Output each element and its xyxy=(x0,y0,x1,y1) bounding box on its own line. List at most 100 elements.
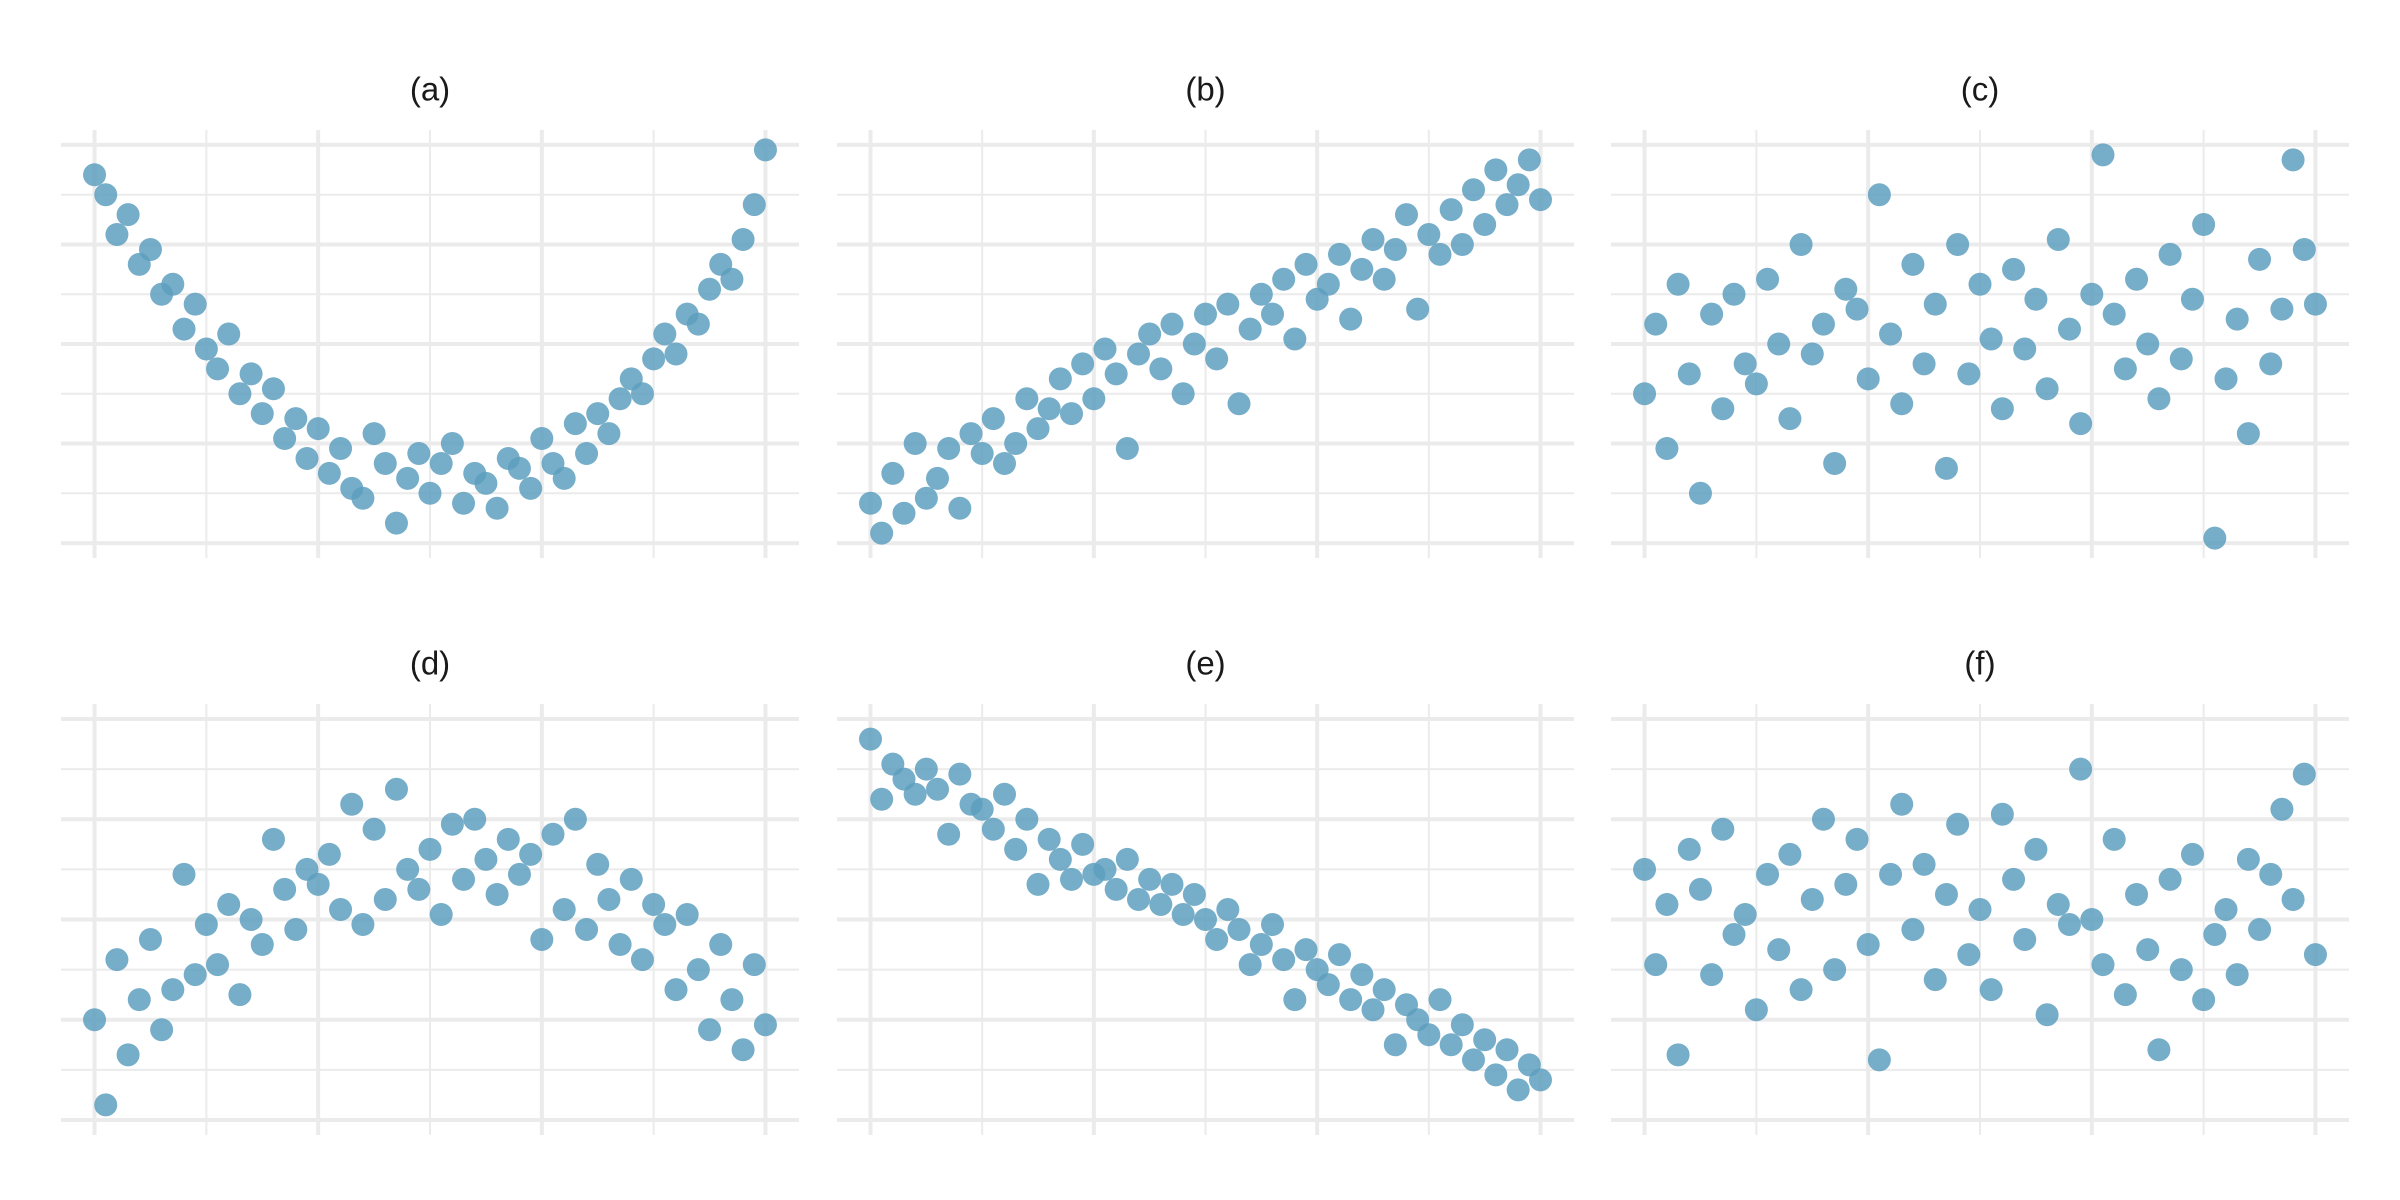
point xyxy=(2002,867,2026,891)
point xyxy=(981,407,1005,431)
panel-title: (b) xyxy=(1185,71,1225,108)
point xyxy=(1283,327,1307,351)
point xyxy=(742,953,766,977)
point xyxy=(1677,837,1701,861)
point xyxy=(563,807,587,831)
point xyxy=(239,362,263,386)
point xyxy=(1923,968,1947,992)
point xyxy=(1856,933,1880,957)
point xyxy=(362,817,386,841)
point xyxy=(642,892,666,916)
point xyxy=(1227,918,1251,942)
point xyxy=(418,481,442,505)
point xyxy=(1756,862,1780,886)
panel-title: (d) xyxy=(410,645,450,682)
panel: (e) xyxy=(837,645,1574,1135)
point xyxy=(1249,933,1273,957)
point xyxy=(2102,827,2126,851)
panel: (d) xyxy=(61,645,799,1135)
point xyxy=(597,422,621,446)
point xyxy=(2102,302,2126,326)
point xyxy=(2113,983,2137,1007)
point xyxy=(373,887,397,911)
point xyxy=(1644,953,1668,977)
point xyxy=(239,908,263,931)
point xyxy=(1216,292,1240,316)
point xyxy=(2203,526,2227,550)
point xyxy=(485,496,509,520)
point xyxy=(351,486,375,510)
point xyxy=(1149,357,1173,381)
point xyxy=(1316,973,1340,997)
point xyxy=(250,933,274,957)
point xyxy=(926,466,949,490)
point xyxy=(150,1018,174,1042)
point xyxy=(2214,897,2238,921)
point xyxy=(250,402,274,426)
point xyxy=(1160,312,1184,336)
point xyxy=(1138,322,1162,346)
point xyxy=(1789,232,1813,256)
point xyxy=(859,491,882,515)
point xyxy=(1856,367,1880,391)
point xyxy=(2113,357,2137,381)
point xyxy=(116,1043,140,1067)
point xyxy=(429,902,453,926)
point xyxy=(1879,862,1903,886)
panel-title: (f) xyxy=(1964,645,1995,682)
point xyxy=(2248,918,2272,942)
point xyxy=(1071,352,1095,376)
point xyxy=(1093,857,1117,881)
panel-title: (c) xyxy=(1961,71,1999,108)
point xyxy=(686,312,710,336)
point xyxy=(541,822,565,846)
point xyxy=(630,948,654,972)
point xyxy=(407,877,431,901)
point xyxy=(563,412,587,436)
point xyxy=(753,1013,777,1037)
point xyxy=(1350,963,1374,987)
point xyxy=(1104,877,1128,901)
panel: (a) xyxy=(61,71,799,558)
point xyxy=(1026,872,1050,896)
point xyxy=(306,417,330,441)
point xyxy=(2035,1003,2059,1027)
point xyxy=(2046,892,2070,916)
point xyxy=(1912,852,1936,876)
point xyxy=(970,797,994,821)
point xyxy=(362,422,386,446)
point xyxy=(698,277,722,301)
point xyxy=(1711,817,1735,841)
point xyxy=(1733,902,1757,926)
point xyxy=(384,777,408,801)
point xyxy=(1115,847,1139,871)
point xyxy=(373,451,397,475)
point xyxy=(1004,432,1028,456)
point xyxy=(1261,913,1284,937)
point xyxy=(1294,252,1318,276)
point xyxy=(608,387,632,411)
point xyxy=(608,933,632,957)
point xyxy=(948,762,972,786)
point xyxy=(2180,287,2204,311)
point xyxy=(1439,198,1463,222)
point xyxy=(1205,347,1229,371)
point xyxy=(1823,958,1847,982)
point xyxy=(1633,857,1657,881)
point xyxy=(2080,282,2104,306)
point xyxy=(1450,1013,1474,1037)
point xyxy=(2270,297,2294,321)
point xyxy=(1149,892,1173,916)
point xyxy=(161,978,185,1002)
point xyxy=(993,451,1016,475)
point xyxy=(261,377,285,401)
point xyxy=(597,887,621,911)
point xyxy=(1506,1078,1530,1102)
point xyxy=(2136,938,2160,962)
point xyxy=(1722,282,1746,306)
point xyxy=(1439,1033,1463,1057)
point xyxy=(463,807,487,831)
point xyxy=(720,267,744,291)
